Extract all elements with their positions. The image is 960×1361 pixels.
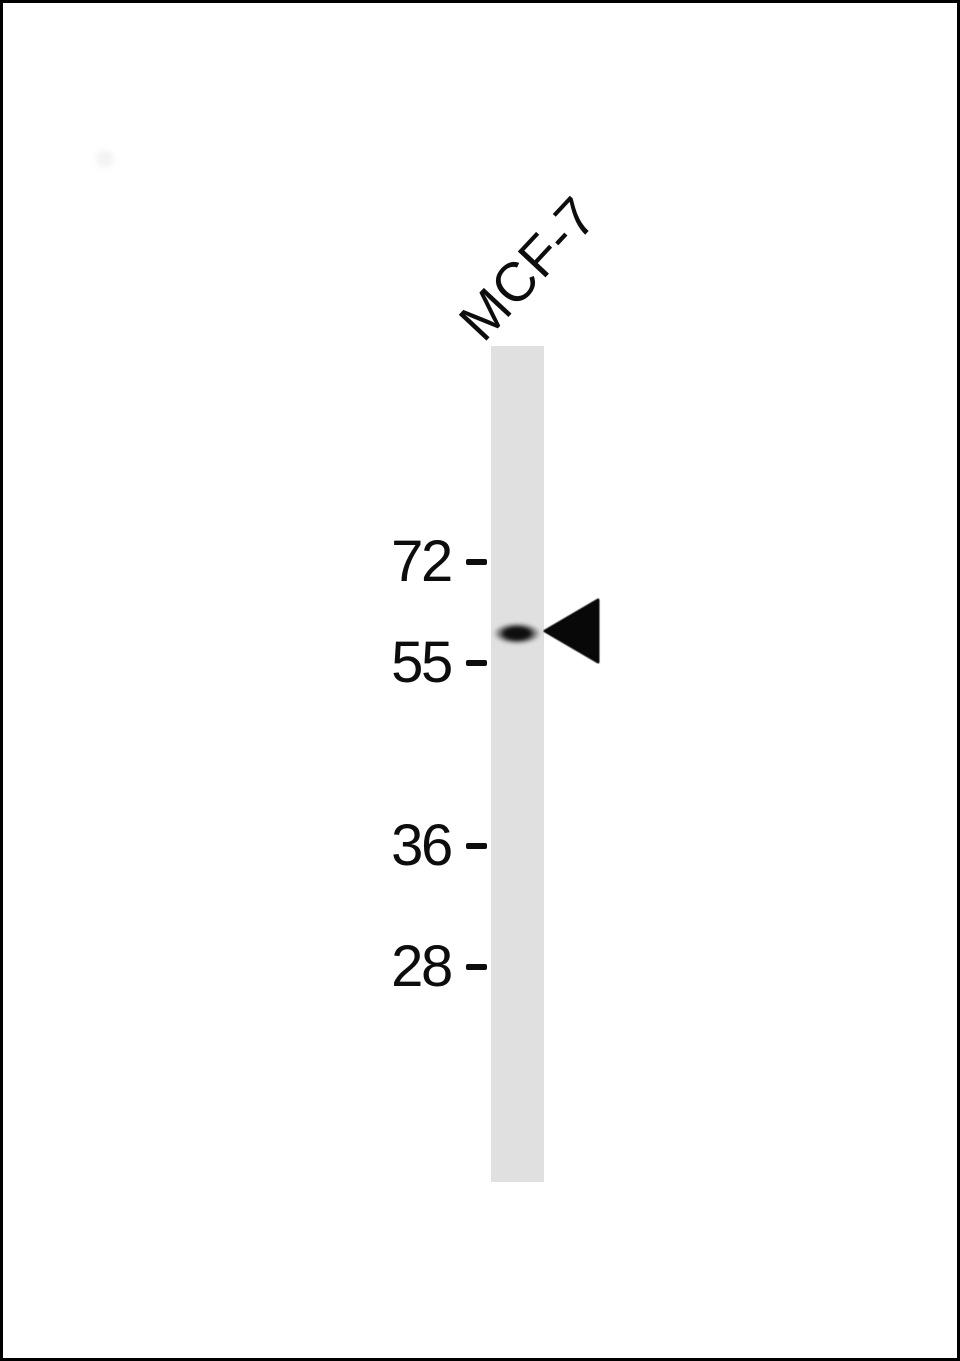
marker-row-36: 36 xyxy=(287,813,487,878)
smudge-artifact xyxy=(96,150,114,168)
marker-row-72: 72 xyxy=(287,529,487,594)
marker-label: 55 xyxy=(391,630,453,695)
lane-label: MCF-7 xyxy=(446,185,609,353)
marker-row-55: 55 xyxy=(287,630,487,695)
marker-tick xyxy=(466,964,487,970)
marker-tick xyxy=(466,843,487,849)
marker-label: 28 xyxy=(391,934,453,999)
protein-band xyxy=(493,620,541,647)
marker-label: 36 xyxy=(391,813,453,878)
blot-lane xyxy=(491,346,544,1182)
marker-tick xyxy=(466,660,487,666)
arrowhead-icon xyxy=(543,598,600,664)
marker-label: 72 xyxy=(391,529,453,594)
marker-tick xyxy=(466,559,487,565)
marker-row-28: 28 xyxy=(287,934,487,999)
